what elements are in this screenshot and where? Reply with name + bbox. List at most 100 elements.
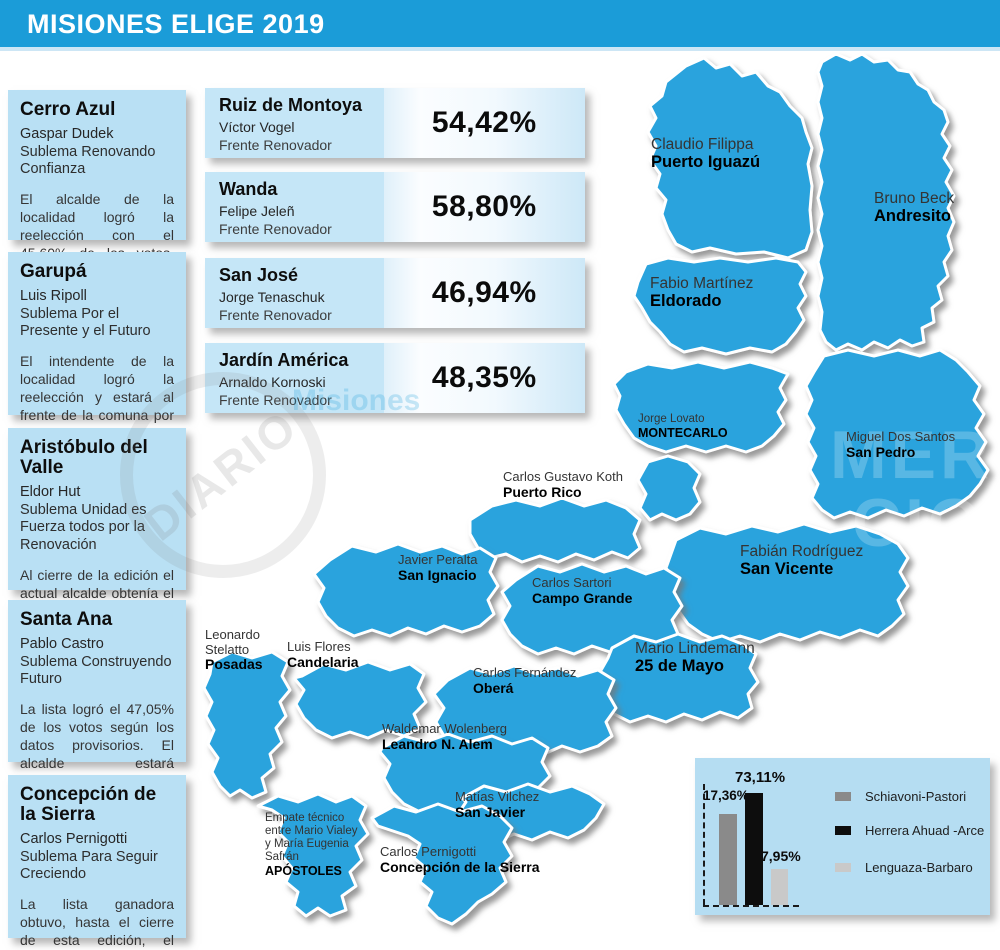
party-name: Frente Renovador: [219, 392, 332, 409]
candidate-name: Carlos Fernández: [473, 665, 577, 680]
bar-herrera-ahuad-arce: [745, 793, 763, 905]
bar-schiavoni-pastori: [719, 814, 737, 905]
map-label-montecarlo: Jorge Lovato MONTECARLO: [638, 413, 728, 440]
map-label-san-javier: Matías Vilchez San Javier: [455, 789, 539, 820]
party-name: Frente Renovador: [219, 221, 332, 238]
map-label-25-de-mayo: Mario Lindemann 25 de Mayo: [635, 640, 755, 676]
legend-label: Schiavoni-Pastori: [865, 789, 967, 804]
candidate-name: Waldemar Wolenberg: [382, 721, 507, 736]
candidate-name: Jorge Tenaschuk: [219, 289, 325, 305]
legend-swatch-black: [835, 826, 851, 835]
candidate-name: Carlos Pernigotti: [380, 844, 477, 859]
locality-name: Candelaria: [287, 653, 359, 670]
governor-results-chart: 17,36% 73,11% 7,95% Schiavoni-Pastori He…: [695, 758, 990, 915]
map-label-posadas: Leonardo Stelatto Posadas: [205, 627, 263, 673]
result-box-percentage-panel: 58,80%: [383, 172, 585, 242]
sublema-name: Sublema Por el Presente y el Futuro: [20, 305, 151, 340]
percentage-value: 48,35%: [431, 361, 537, 394]
bar-value-label: 7,95%: [761, 848, 801, 864]
locality-name: Campo Grande: [532, 589, 633, 606]
locality-name: Puerto Iguazú: [651, 153, 761, 172]
info-box-aristobulo-del-valle: Aristóbulo del Valle Eldor Hut Sublema U…: [8, 428, 186, 654]
town-name: Jardín América: [219, 350, 349, 370]
locality-name: Puerto Rico: [503, 483, 582, 500]
sublema-name: Sublema Construyendo Futuro: [20, 653, 172, 688]
watermark-fragment-cion: CION: [852, 485, 1000, 561]
candidate-name: Luis Flores: [287, 639, 351, 654]
info-box-title: Concepción de la Sierra: [20, 784, 157, 825]
candidate-name: Luis Ripoll: [20, 287, 87, 304]
chart-x-axis: [703, 905, 799, 907]
sublema-name: Sublema Renovando Confianza: [20, 143, 156, 178]
legend-label: Herrera Ahuad -Arce: [865, 823, 985, 838]
result-box-wanda: Wanda Felipe Jeleñ Frente Renovador 58,8…: [205, 172, 585, 242]
map-label-campo-grande: Carlos Sartori Campo Grande: [532, 575, 633, 606]
info-box-title: Aristóbulo del Valle: [20, 437, 148, 478]
percentage-value: 46,94%: [431, 276, 537, 309]
candidate-name: Fabio Martínez: [650, 275, 754, 292]
map-label-eldorado: Fabio Martínez Eldorado: [650, 275, 753, 311]
map-label-candelaria: Luis Flores Candelaria: [287, 639, 359, 670]
candidate-name: Víctor Vogel: [219, 119, 295, 135]
page-title: MISIONES ELIGE 2019: [27, 9, 325, 39]
info-box-cerro-azul: Cerro Azul Gaspar Dudek Sublema Renovand…: [8, 90, 186, 314]
result-box-ruiz-de-montoya: Ruiz de Montoya Víctor Vogel Frente Reno…: [205, 88, 585, 158]
chart-y-axis: [703, 784, 705, 905]
legend-item: Lenguaza-Barbaro: [835, 860, 973, 875]
map-region-posadas: [202, 650, 292, 800]
locality-name: Posadas: [205, 656, 263, 673]
locality-name: San Pedro: [846, 443, 916, 460]
result-box-san-jose: San José Jorge Tenaschuk Frente Renovado…: [205, 258, 585, 328]
map-label-apostoles: Empate técnico entre Mario Vialey y Marí…: [265, 812, 357, 878]
info-box-title: Garupá: [20, 261, 87, 282]
candidate-name: Carlos Pernigotti: [20, 830, 128, 847]
result-box-info: Ruiz de Montoya Víctor Vogel Frente Reno…: [205, 88, 384, 158]
legend-label: Lenguaza-Barbaro: [865, 860, 973, 875]
candidate-name: Miguel Dos Santos: [846, 429, 956, 444]
town-name: Wanda: [219, 179, 278, 199]
info-box-body: La lista ganadora obtuvo, hasta el cierr…: [20, 895, 174, 950]
map-label-puerto-rico: Carlos Gustavo Koth Puerto Rico: [503, 469, 623, 500]
candidate-name: Arnaldo Kornoski: [219, 374, 326, 390]
legend-swatch-lightgray: [835, 863, 851, 872]
candidate-name: Felipe Jeleñ: [219, 203, 295, 219]
locality-name: MONTECARLO: [638, 425, 728, 440]
map-region-san-vicente: [664, 522, 910, 644]
locality-name: Eldorado: [650, 292, 722, 311]
map-region-puerto-rico: [468, 496, 642, 564]
header-bar: MISIONES ELIGE 2019: [0, 0, 1000, 51]
locality-name: Leandro N. Alem: [382, 735, 493, 752]
info-box-santa-ana: Santa Ana Pablo Castro Sublema Construye…: [8, 600, 186, 807]
map-label-obera: Carlos Fernández Oberá: [473, 665, 577, 696]
candidate-name: Jorge Lovato: [638, 413, 705, 425]
candidate-name: Empate técnico entre Mario Vialey y Marí…: [265, 812, 358, 863]
result-box-info: Wanda Felipe Jeleñ Frente Renovador: [205, 172, 384, 242]
candidate-name: Claudio Filippa: [651, 136, 754, 153]
candidate-name: Carlos Sartori: [532, 575, 612, 590]
locality-name: San Vicente: [740, 560, 834, 579]
result-box-info: San José Jorge Tenaschuk Frente Renovado…: [205, 258, 384, 328]
candidate-name: Leonardo Stelatto: [205, 627, 260, 657]
bar-value-label: 73,11%: [735, 769, 786, 786]
locality-name: San Javier: [455, 803, 526, 820]
candidate-name: Bruno Beck: [874, 190, 955, 207]
info-box-title: Santa Ana: [20, 609, 113, 630]
percentage-value: 54,42%: [431, 106, 537, 139]
legend-item: Herrera Ahuad -Arce: [835, 823, 984, 838]
map-label-san-vicente: Fabián Rodríguez San Vicente: [740, 543, 863, 579]
bar-value-label: 17,36%: [703, 788, 749, 803]
map-region-unlabeled-1: [636, 454, 702, 522]
sublema-name: Sublema Unidad es Fuerza todos por la Re…: [20, 501, 147, 553]
bar-lenguaza-barbaro: [771, 869, 788, 905]
result-box-percentage-panel: 46,94%: [383, 258, 585, 328]
locality-name: Andresito: [874, 207, 952, 226]
result-box-info: Jardín América Arnaldo Kornoski Frente R…: [205, 343, 384, 413]
candidate-name: Eldor Hut: [20, 483, 81, 500]
info-box-title: Cerro Azul: [20, 99, 116, 120]
candidate-name: Javier Peralta: [398, 552, 478, 567]
map-label-puerto-iguazu: Claudio Filippa Puerto Iguazú: [651, 136, 760, 172]
map-label-san-pedro: Miguel Dos Santos San Pedro: [846, 429, 956, 460]
info-box-concepcion-de-la-sierra: Concepción de la Sierra Carlos Pernigott…: [8, 775, 186, 950]
result-box-percentage-panel: 48,35%: [383, 343, 585, 413]
